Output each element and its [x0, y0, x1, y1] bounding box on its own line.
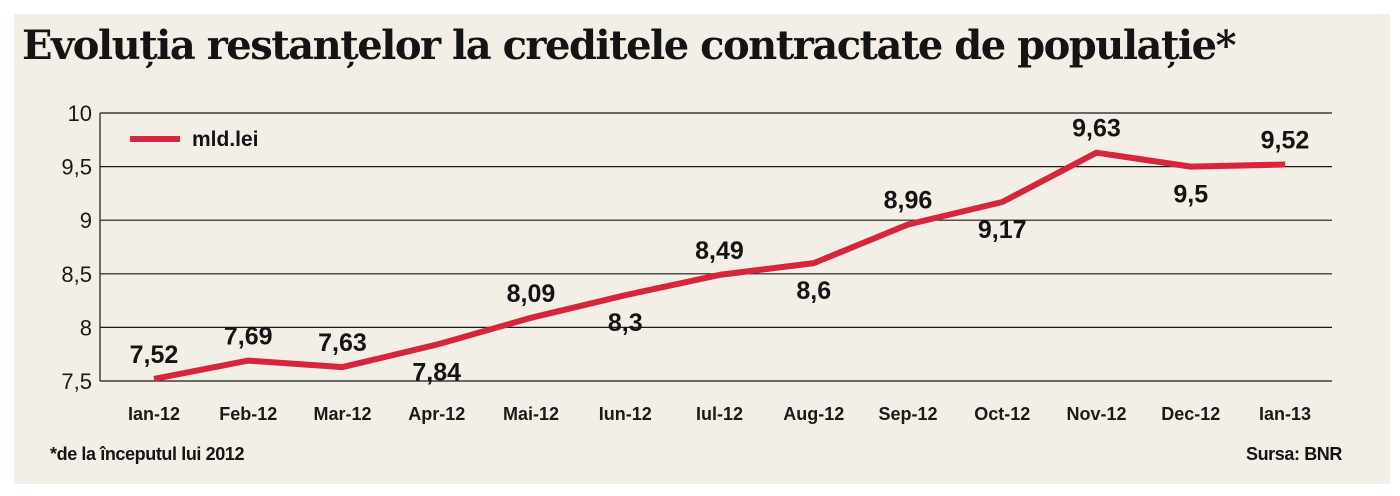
x-tick-label: Aug-12	[783, 404, 844, 424]
data-label: 9,63	[1072, 115, 1121, 143]
y-tick-label: 7,5	[61, 369, 92, 394]
x-tick-label: Oct-12	[974, 404, 1030, 424]
x-tick-label: Feb-12	[219, 404, 277, 424]
x-tick-label: Mar-12	[313, 404, 371, 424]
x-tick-label: Ian-13	[1259, 404, 1311, 424]
x-tick-label: Apr-12	[408, 404, 465, 424]
data-label: 8,49	[695, 237, 744, 265]
footnote: *de la începutul lui 2012	[50, 444, 245, 464]
data-label: 9,17	[978, 216, 1027, 244]
data-label: 9,5	[1173, 181, 1208, 209]
y-tick-label: 8,5	[61, 262, 92, 287]
y-tick-label: 10	[68, 101, 92, 126]
legend-label: mld.lei	[192, 128, 259, 151]
data-label: 9,52	[1261, 126, 1310, 154]
x-tick-label: Nov-12	[1066, 404, 1126, 424]
x-tick-label: Mai-12	[503, 404, 559, 424]
data-label: 8,6	[796, 277, 831, 305]
x-tick-label: Iul-12	[696, 404, 743, 424]
x-tick-label: Ian-12	[128, 404, 180, 424]
chart-card	[14, 14, 1390, 484]
data-label: 8,09	[507, 280, 556, 308]
data-label: 7,69	[224, 323, 273, 351]
source-label: Sursa: BNR	[1245, 444, 1342, 464]
y-tick-label: 9,5	[61, 155, 92, 180]
series-line	[153, 149, 1286, 382]
y-tick-label: 9	[80, 208, 92, 233]
x-tick-label: Dec-12	[1161, 404, 1220, 424]
data-label: 8,96	[884, 186, 933, 214]
x-tick-label: Sep-12	[878, 404, 937, 424]
x-tick-label: Iun-12	[599, 404, 652, 424]
data-label: 7,84	[412, 359, 461, 387]
chart-title: Evoluția restanțelor la creditele contra…	[22, 22, 1236, 69]
data-label: 8,3	[608, 309, 643, 337]
data-label: 7,52	[130, 341, 179, 369]
data-label: 7,63	[318, 329, 367, 357]
y-tick-label: 8	[80, 315, 92, 340]
